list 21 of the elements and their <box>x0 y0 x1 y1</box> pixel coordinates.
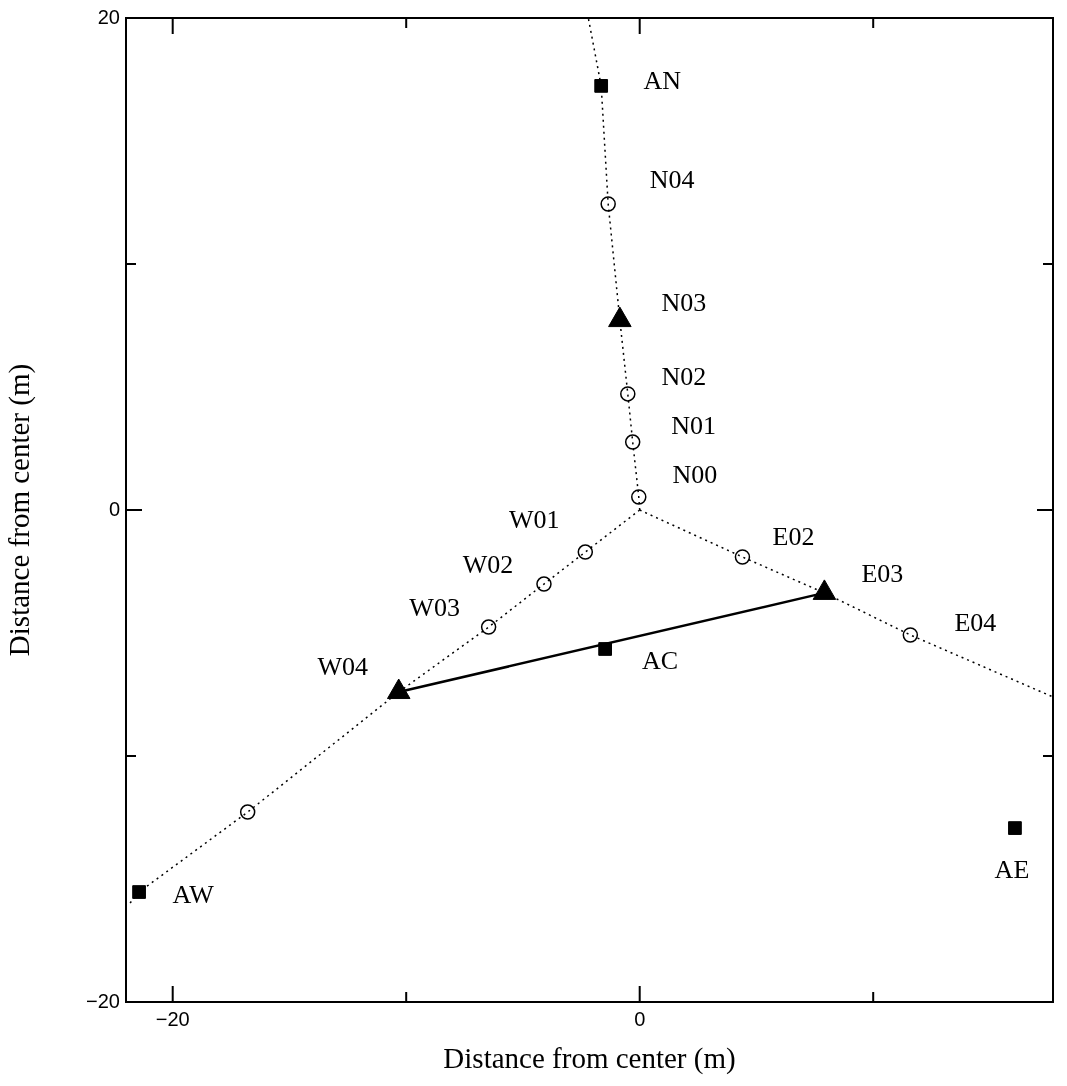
x-axis-title: Distance from center (m) <box>443 1042 736 1076</box>
annotation: W03 <box>409 592 460 622</box>
annotation: E03 <box>861 558 904 588</box>
annotation: AE <box>994 854 1030 884</box>
y-tick-label: −20 <box>86 989 120 1012</box>
annotation: AN <box>643 65 682 95</box>
annotation: W01 <box>509 504 560 534</box>
annotation: E02 <box>772 521 815 551</box>
annotation: N03 <box>661 287 707 317</box>
annotation: N00 <box>672 459 718 489</box>
annotation: AC <box>642 645 679 675</box>
annotation: W04 <box>317 651 368 681</box>
y-tick-label: 20 <box>97 5 120 28</box>
annotation: N04 <box>649 164 695 194</box>
y-axis-title: Distance from center (m) <box>3 363 37 657</box>
annotation: W02 <box>462 549 514 579</box>
annotation: AW <box>172 879 215 909</box>
annotation: E04 <box>954 607 997 637</box>
y-tick-label: 0 <box>108 497 120 520</box>
annotation: N01 <box>671 410 717 440</box>
annotation: N02 <box>661 361 707 391</box>
